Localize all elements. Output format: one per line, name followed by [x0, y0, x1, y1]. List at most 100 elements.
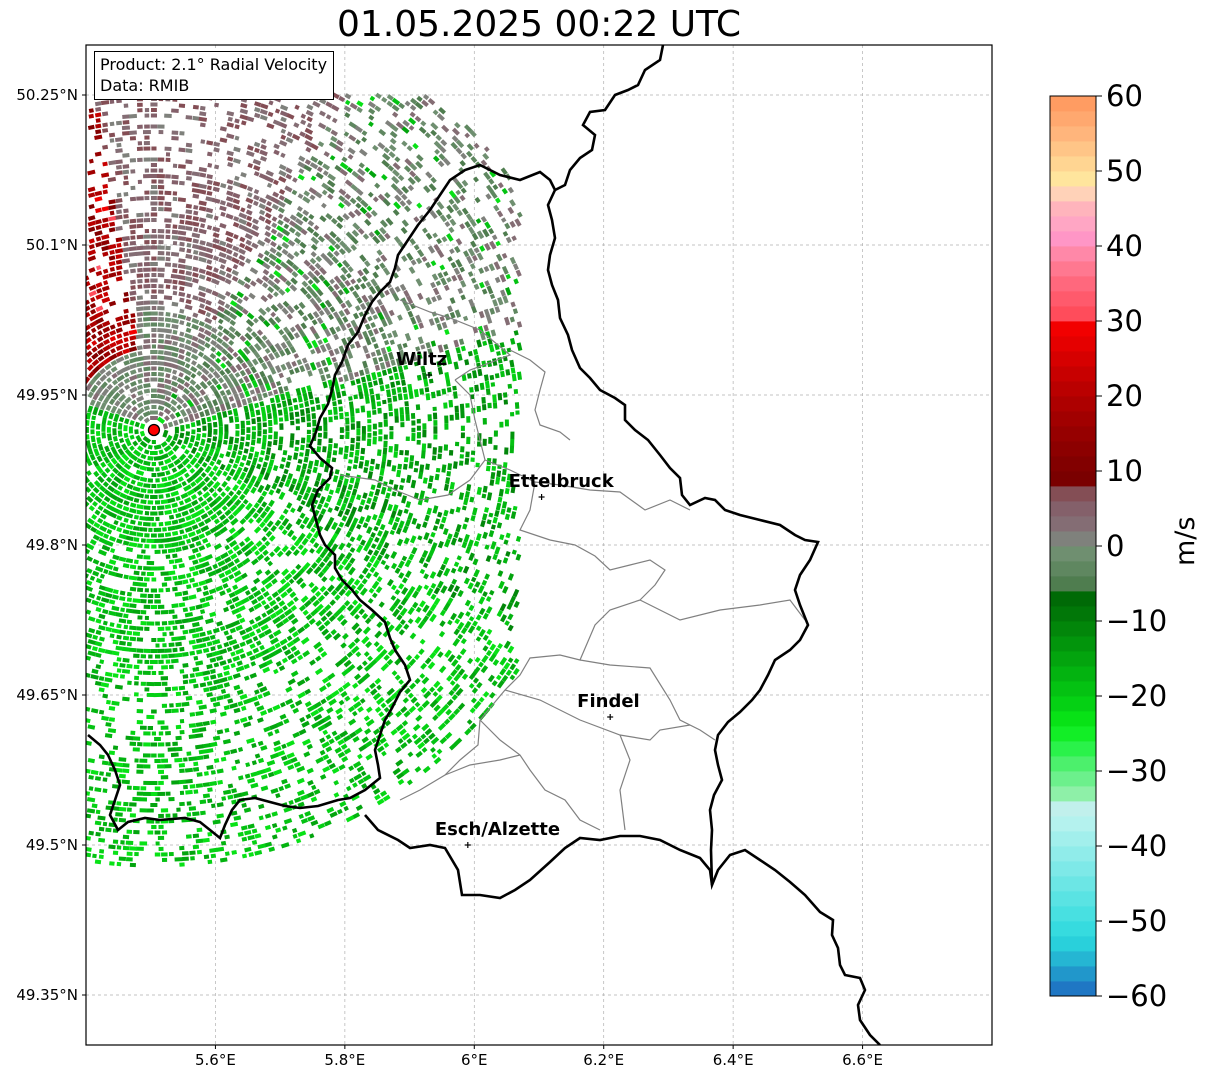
- colorbar-segment: [1050, 351, 1096, 367]
- colorbar-segment: [1050, 726, 1096, 742]
- colorbar-segment: [1050, 906, 1096, 922]
- colorbar-segment: [1050, 876, 1096, 892]
- lat-tick-label: 49.95°N: [16, 386, 78, 404]
- country-border-east: [546, 189, 820, 886]
- lat-tick-label: 49.35°N: [16, 986, 78, 1004]
- radar-velocity-field: [86, 92, 523, 868]
- product-info-box: Product: 2.1° Radial Velocity Data: RMIB: [94, 51, 335, 100]
- colorbar-segment: [1050, 336, 1096, 352]
- colorbar-tick-label: −40: [1106, 829, 1168, 863]
- colorbar-segment: [1050, 816, 1096, 832]
- lon-tick-label: 5.8°E: [324, 1051, 366, 1069]
- lon-tick-label: 5.6°E: [195, 1051, 236, 1069]
- city-label: Findel: [577, 691, 640, 712]
- product-label: Product: 2.1° Radial Velocity: [100, 55, 328, 74]
- colorbar-segment: [1050, 381, 1096, 397]
- colorbar-segment: [1050, 471, 1096, 487]
- colorbar-segment: [1050, 411, 1096, 427]
- colorbar-tick-label: 40: [1106, 229, 1143, 263]
- colorbar-segment: [1050, 606, 1096, 622]
- axis-ticks: [82, 94, 864, 1049]
- colorbar-segment: [1050, 366, 1096, 382]
- lon-tick-label: 6.2°E: [583, 1051, 625, 1069]
- colorbar-segment: [1050, 831, 1096, 847]
- colorbar-tick-label: 30: [1106, 304, 1143, 338]
- city-label: Ettelbruck: [509, 471, 615, 492]
- colorbar-segment: [1050, 291, 1096, 307]
- colorbar-segment: [1050, 576, 1096, 592]
- colorbar-segment: [1050, 426, 1096, 442]
- colorbar-segment: [1050, 951, 1096, 967]
- colorbar-segment: [1050, 531, 1096, 547]
- city-markers: Wiltz Ettelbruck Findel Esch/Alzette: [396, 349, 640, 848]
- colorbar-tick-label: −20: [1106, 679, 1168, 713]
- colorbar-segment: [1050, 321, 1096, 337]
- colorbar-segment: [1050, 156, 1096, 172]
- colorbar-segment: [1050, 891, 1096, 907]
- colorbar-segment: [1050, 141, 1096, 157]
- colorbar-tick-label: 0: [1106, 529, 1125, 563]
- colorbar-segment: [1050, 216, 1096, 232]
- colorbar-segment: [1050, 111, 1096, 127]
- data-source-label: Data: RMIB: [100, 76, 190, 95]
- colorbar-segment: [1050, 921, 1096, 937]
- lat-tick-label: 50.1°N: [25, 236, 78, 254]
- lat-tick-label: 49.65°N: [16, 686, 78, 704]
- colorbar-tick-label: −50: [1106, 904, 1168, 938]
- colorbar-segment: [1050, 756, 1096, 772]
- city-label: Esch/Alzette: [435, 819, 560, 840]
- colorbar-tick-label: 50: [1106, 154, 1143, 188]
- colorbar-segment: [1050, 846, 1096, 862]
- lat-tick-label: 49.8°N: [25, 536, 78, 554]
- colorbar-tick-label: 10: [1106, 454, 1143, 488]
- colorbar-segment: [1050, 696, 1096, 712]
- colorbar-segment: [1050, 966, 1096, 982]
- colorbar-segment: [1050, 621, 1096, 637]
- colorbar: [1049, 95, 1102, 997]
- colorbar-segment: [1050, 486, 1096, 502]
- colorbar-segment: [1050, 936, 1096, 952]
- colorbar-segment: [1050, 666, 1096, 682]
- canton-borders: [339, 299, 806, 831]
- colorbar-segment: [1050, 591, 1096, 607]
- colorbar-segment: [1050, 771, 1096, 787]
- colorbar-segment: [1050, 801, 1096, 817]
- lat-tick-label: 50.25°N: [16, 86, 78, 104]
- colorbar-tick-label: 60: [1106, 79, 1143, 113]
- colorbar-segment: [1050, 861, 1096, 877]
- colorbar-segment: [1050, 651, 1096, 667]
- colorbar-segment: [1050, 711, 1096, 727]
- colorbar-segment: [1050, 96, 1096, 112]
- colorbar-tick-label: −10: [1106, 604, 1168, 638]
- lon-tick-label: 6.4°E: [712, 1051, 754, 1069]
- colorbar-segment: [1050, 741, 1096, 757]
- country-border: [87, 45, 665, 841]
- colorbar-tick-label: −30: [1106, 754, 1168, 788]
- colorbar-segment: [1050, 786, 1096, 802]
- colorbar-segment: [1050, 441, 1096, 457]
- colorbar-segment: [1050, 276, 1096, 292]
- colorbar-segment: [1050, 681, 1096, 697]
- colorbar-segment: [1050, 126, 1096, 142]
- lon-tick-label: 6°E: [461, 1051, 488, 1069]
- colorbar-segment: [1050, 231, 1096, 247]
- colorbar-unit-label: m/s: [1170, 516, 1201, 566]
- radar-site-marker: [147, 423, 161, 437]
- lon-tick-label: 6.6°E: [842, 1051, 883, 1069]
- colorbar-segment: [1050, 561, 1096, 577]
- country-border-south: [364, 814, 881, 1045]
- colorbar-segment: [1050, 546, 1096, 562]
- colorbar-segment: [1050, 636, 1096, 652]
- colorbar-segment: [1050, 201, 1096, 217]
- colorbar-segment: [1050, 456, 1096, 472]
- colorbar-segment: [1050, 306, 1096, 322]
- lat-tick-label: 49.5°N: [25, 836, 78, 854]
- colorbar-tick-label: 20: [1106, 379, 1143, 413]
- city-label: Wiltz: [396, 349, 447, 370]
- colorbar-segment: [1050, 261, 1096, 277]
- colorbar-segment: [1050, 246, 1096, 262]
- colorbar-tick-label: −60: [1106, 979, 1168, 1013]
- colorbar-segment: [1050, 186, 1096, 202]
- colorbar-segment: [1050, 981, 1096, 997]
